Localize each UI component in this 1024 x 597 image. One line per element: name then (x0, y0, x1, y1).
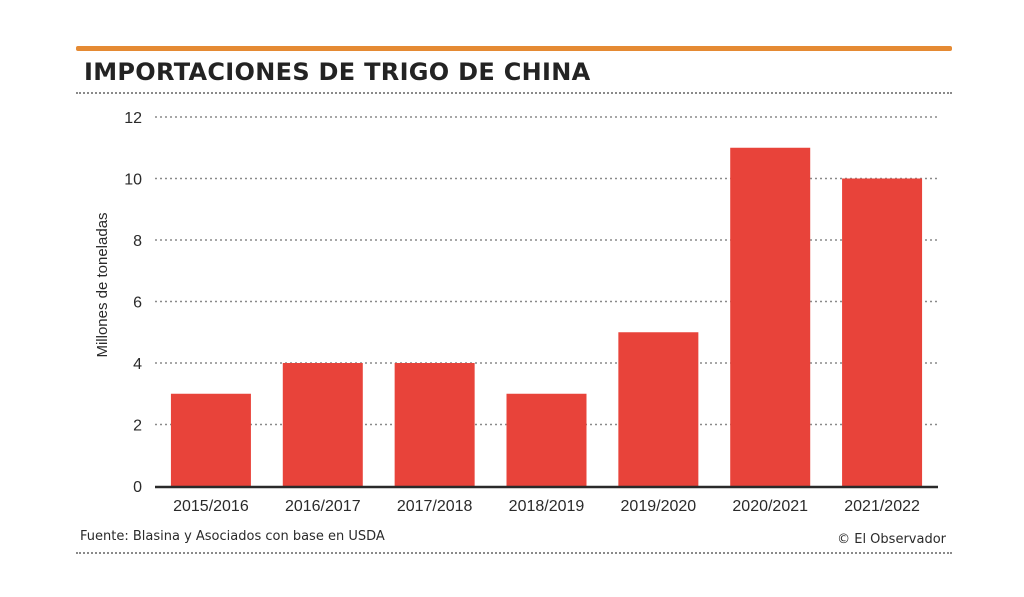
bar (394, 363, 475, 486)
x-tick-label: 2017/2018 (397, 498, 473, 515)
x-tick-label: 2015/2016 (173, 498, 249, 515)
y-tick-label: 10 (124, 172, 142, 189)
x-tick-label: 2020/2021 (732, 498, 808, 515)
y-axis-label: Millones de toneladas (94, 212, 111, 357)
top-accent-rule (76, 46, 952, 51)
bars (170, 147, 923, 486)
x-tick-label: 2021/2022 (844, 498, 920, 515)
y-tick-label: 8 (133, 233, 142, 250)
bar (506, 393, 587, 486)
bar (282, 363, 363, 486)
x-tick-label: 2016/2017 (285, 498, 361, 515)
bottom-divider (76, 552, 952, 554)
y-tick-label: 2 (133, 418, 142, 435)
gridlines (155, 116, 938, 426)
credit-note: © El Observador (837, 532, 946, 547)
x-tick-label: 2018/2019 (509, 498, 585, 515)
chart-title: IMPORTACIONES DE TRIGO DE CHINA (84, 58, 591, 86)
y-tick-label: 12 (124, 110, 142, 127)
bar (730, 147, 811, 486)
y-tick-label: 4 (133, 356, 142, 373)
bar (170, 393, 251, 486)
y-tick-label: 0 (133, 479, 142, 496)
title-divider (76, 92, 952, 94)
axes: 0 2 4 6 8 10 12 2015/2016 2016/2017 2017/2018 2018… (124, 110, 938, 515)
x-tick-label: 2019/2020 (621, 498, 697, 515)
bar (842, 178, 923, 486)
bar (618, 332, 699, 486)
source-note: Fuente: Blasina y Asociados con base en … (80, 529, 385, 544)
y-tick-label: 6 (133, 295, 142, 312)
